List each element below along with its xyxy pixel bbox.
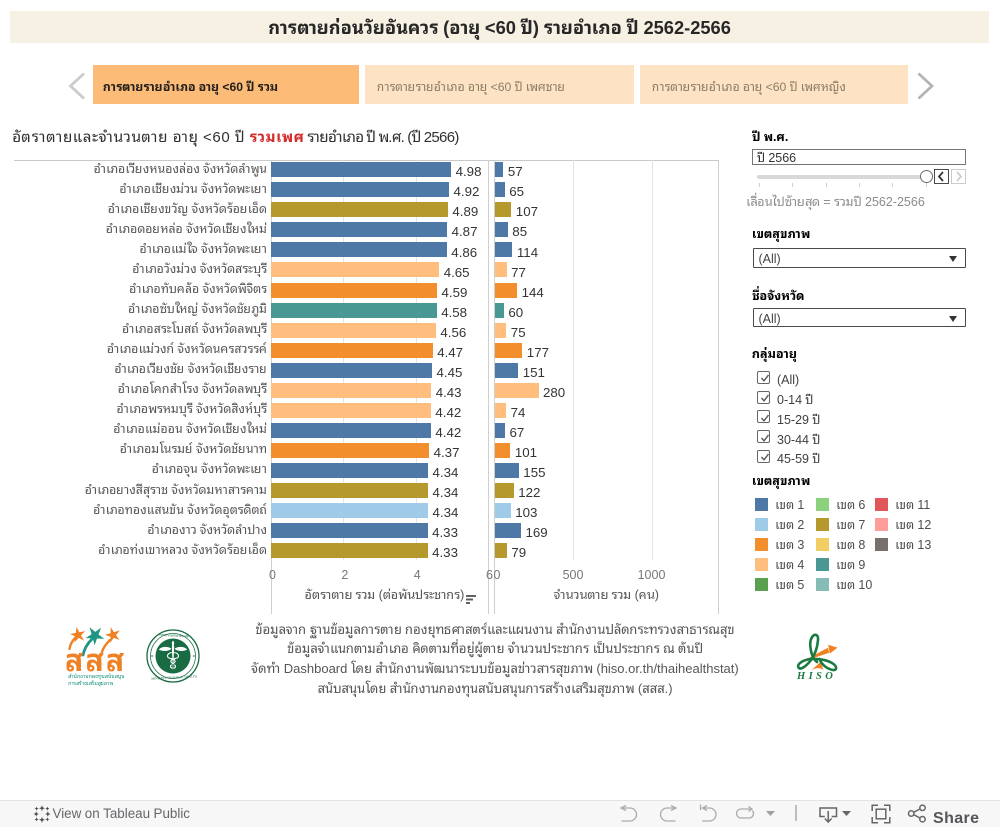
- svg-text:สำนักงานกองทุนสนับสนุน: สำนักงานกองทุนสนับสนุน: [68, 671, 125, 680]
- svg-text:กระทรวงสาธารณสุข: กระทรวงสาธารณสุข: [158, 632, 188, 640]
- svg-text:MINISTRY OF PUBLIC HEALTH: MINISTRY OF PUBLIC HEALTH: [151, 674, 197, 681]
- svg-text:สสส: สสส: [65, 633, 126, 682]
- svg-text:การสร้างเสริมสุขภาพ: การสร้างเสริมสุขภาพ: [68, 678, 113, 687]
- svg-text:HISO: HISO: [796, 671, 836, 680]
